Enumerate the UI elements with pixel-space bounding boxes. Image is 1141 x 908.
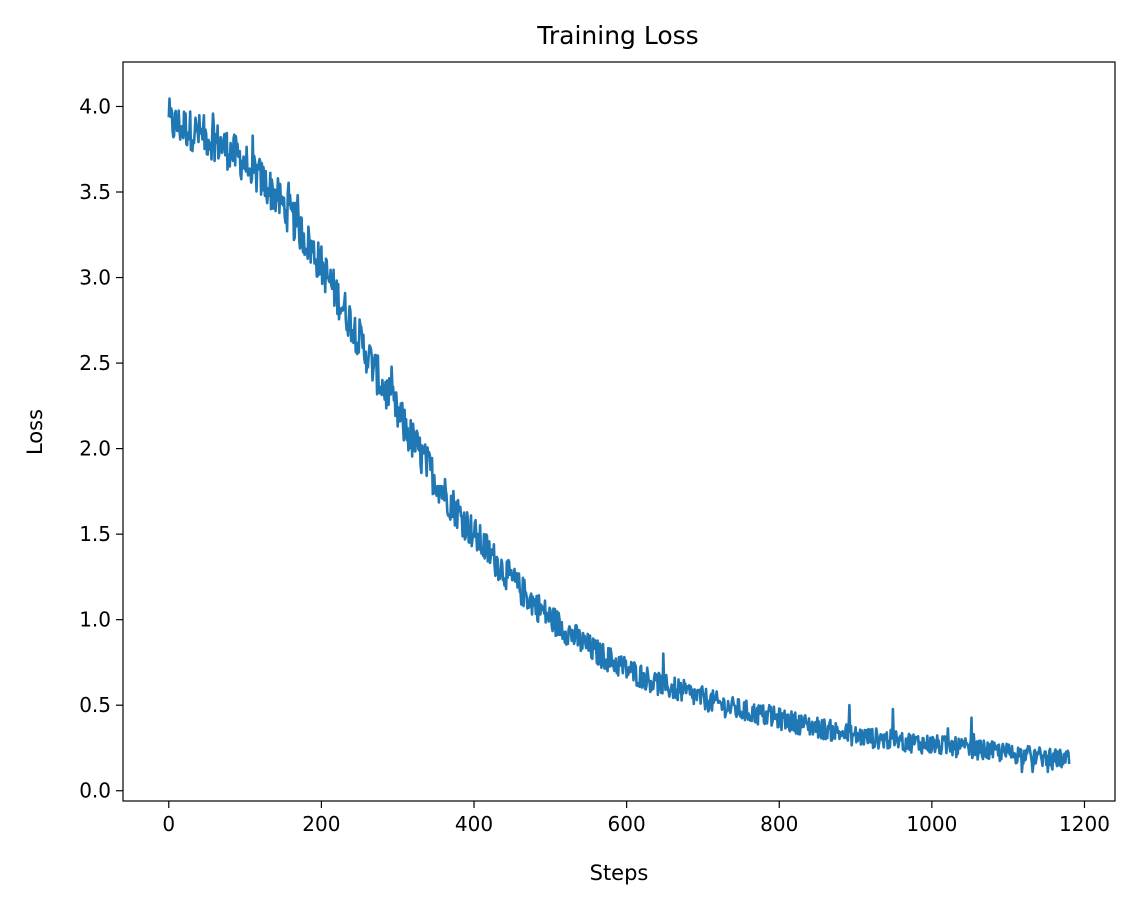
y-tick-label: 3.0 [79,266,111,290]
loss-series-line [167,97,1071,774]
y-axis-label: Loss [23,409,47,455]
y-axis-ticks: 0.0 0.5 1.0 1.5 2.0 2.5 3.0 3.5 4.0 [79,94,123,803]
y-tick-label: 3.5 [79,180,111,204]
x-tick-label: 800 [760,812,798,836]
x-axis-ticks: 0 200 400 600 800 1000 1200 [162,801,1110,836]
plot-frame [122,61,1116,802]
y-tick-label: 1.5 [79,522,111,546]
x-axis-label: Steps [590,861,649,885]
x-tick-label: 1200 [1059,812,1110,836]
y-tick-label: 0.5 [79,693,111,717]
y-tick-label: 1.0 [79,608,111,632]
y-tick-label: 2.0 [79,437,111,461]
x-tick-label: 400 [455,812,493,836]
x-tick-label: 0 [162,812,175,836]
x-tick-label: 200 [302,812,340,836]
series-layer [167,97,1071,774]
y-tick-label: 0.0 [79,779,111,803]
x-tick-label: 1000 [906,812,957,836]
y-tick-label: 2.5 [79,351,111,375]
chart-title: Training Loss [536,21,698,50]
x-tick-label: 600 [608,812,646,836]
y-tick-label: 4.0 [79,94,111,118]
